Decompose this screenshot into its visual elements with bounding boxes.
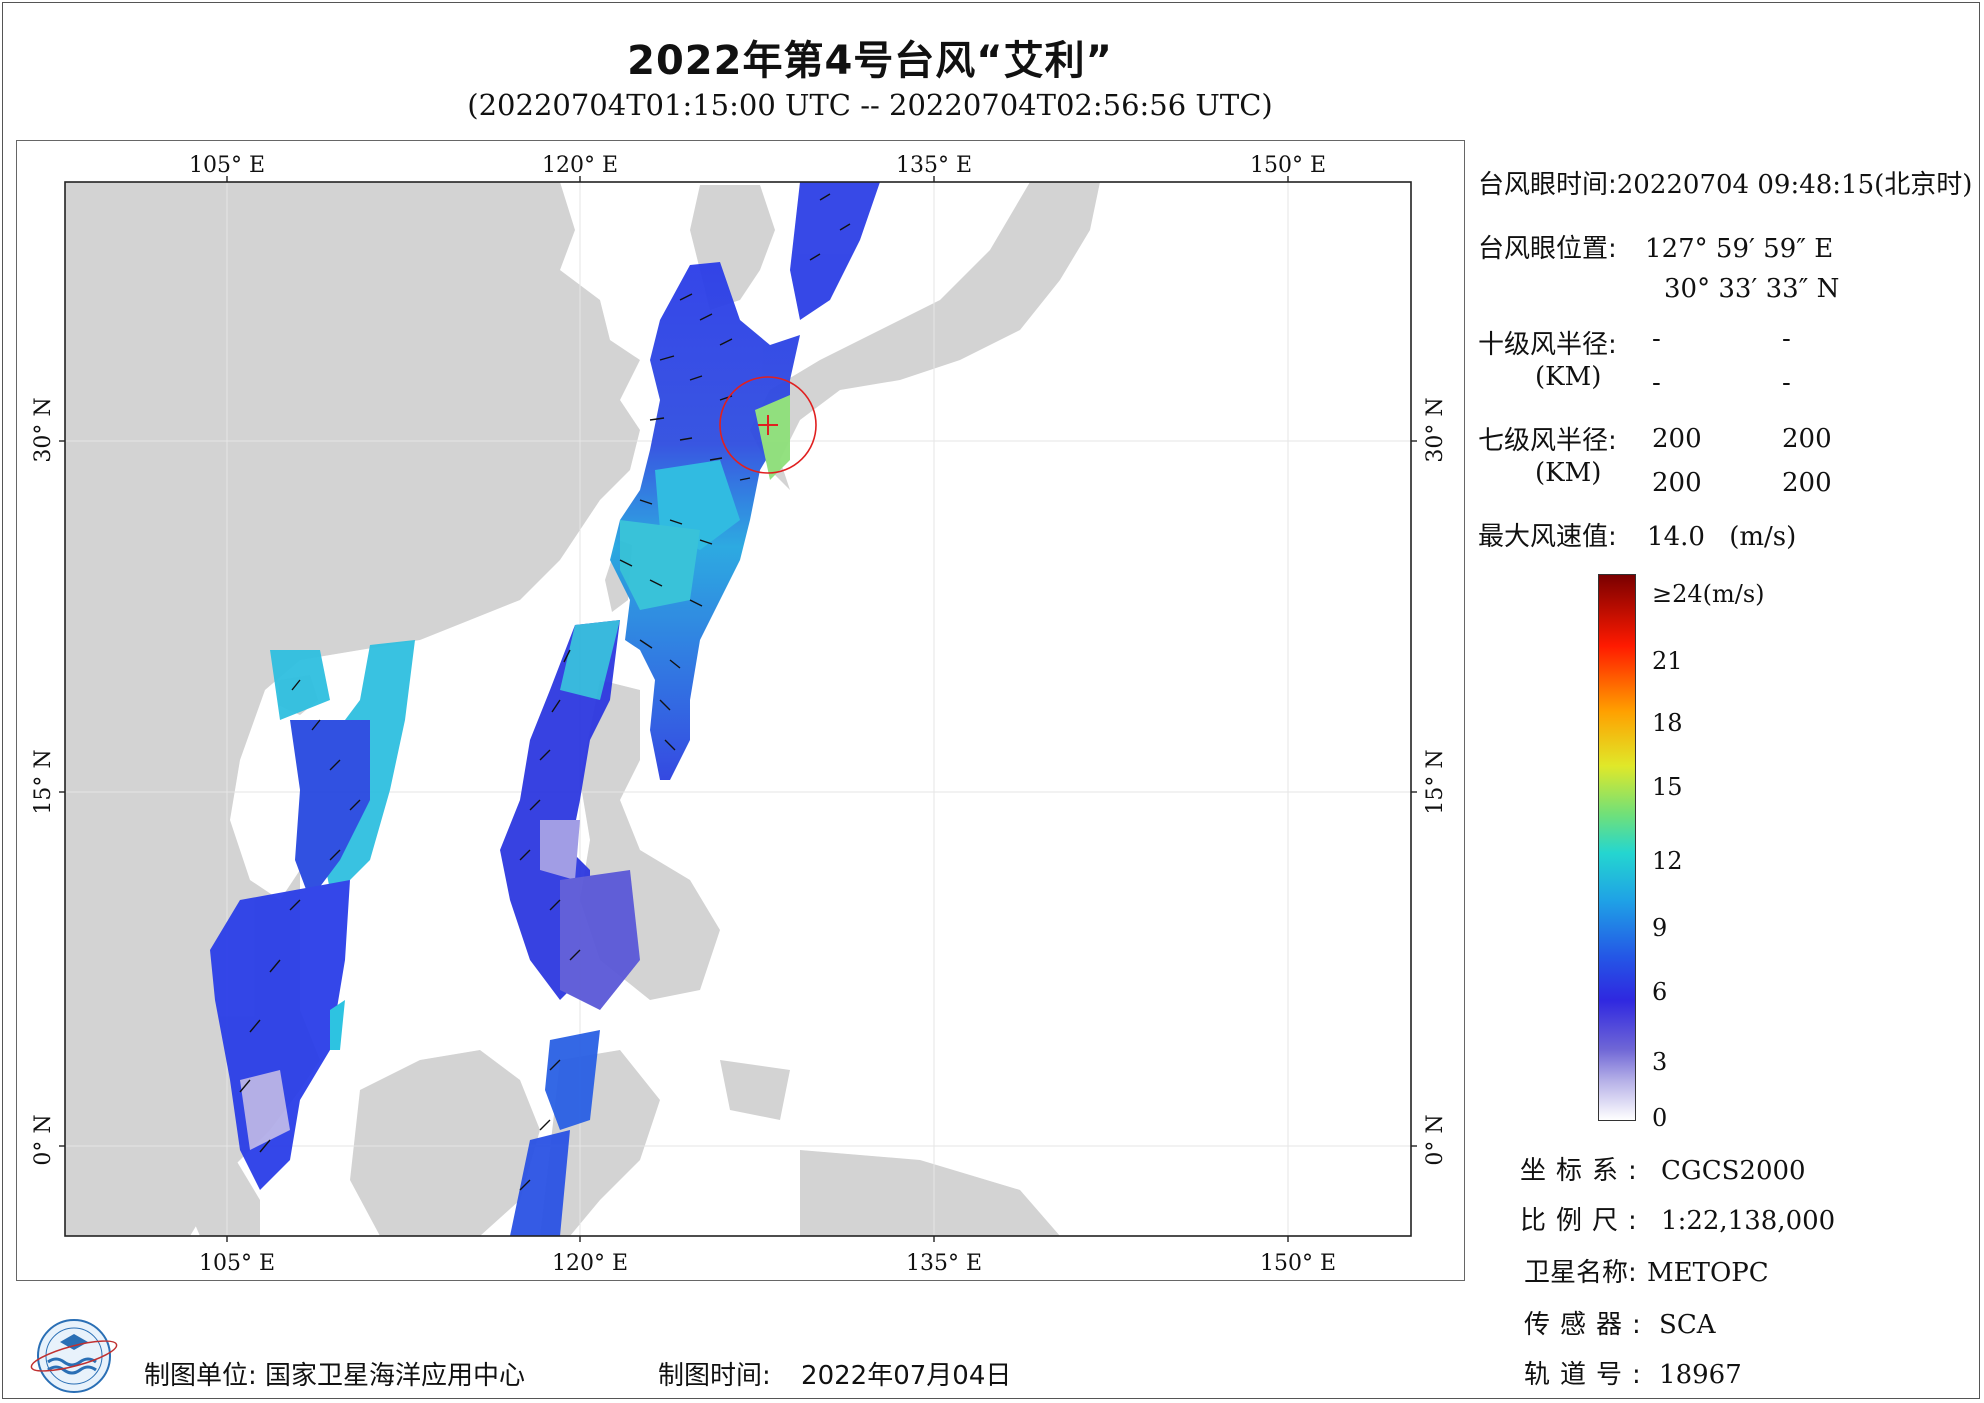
r10-value: - xyxy=(1782,324,1791,354)
satellite-row: 卫星名称: METOPC xyxy=(1524,1252,1769,1289)
legend-tick: 18 xyxy=(1652,709,1683,737)
legend-tick: 15 xyxy=(1652,773,1683,801)
max-wind-value: 14.0 xyxy=(1647,522,1705,552)
eye-latitude: 30° 33′ 33″ N xyxy=(1664,274,1840,304)
lat-label-right: 0° N xyxy=(1423,1114,1448,1165)
lon-label-top: 120° E xyxy=(542,153,618,178)
sensor-label: 传感器: xyxy=(1524,1310,1651,1340)
lat-label-left: 30° N xyxy=(31,397,56,462)
lat-label-right: 15° N xyxy=(1423,749,1448,814)
legend-tick: 9 xyxy=(1652,914,1668,942)
r10-value: - xyxy=(1652,368,1661,398)
wind-swaths xyxy=(210,182,880,1236)
lon-label-bottom: 150° E xyxy=(1260,1251,1336,1276)
wind-speed-colorbar xyxy=(1598,574,1636,1121)
crs-value: CGCS2000 xyxy=(1661,1156,1806,1186)
eye-position-row: 台风眼位置: 127° 59′ 59″ E xyxy=(1478,228,1833,265)
map-date-row: 制图时间: 2022年07月04日 xyxy=(658,1355,1011,1392)
producer-label: 制图单位: xyxy=(144,1361,257,1391)
plot-border xyxy=(64,181,1412,1237)
legend-tick: 0 xyxy=(1652,1104,1668,1132)
map-date-label: 制图时间: xyxy=(658,1361,771,1391)
max-wind-unit: (m/s) xyxy=(1729,522,1797,552)
r10-value: - xyxy=(1782,368,1791,398)
orbit-label: 轨道号: xyxy=(1524,1360,1651,1390)
lon-label-top: 105° E xyxy=(189,153,265,178)
max-wind-row: 最大风速值: 14.0 (m/s) xyxy=(1478,516,1796,553)
typhoon-eye-marker xyxy=(719,376,817,474)
eye-time-value: 20220704 09:48:15(北京时) xyxy=(1616,170,1973,200)
map-frame xyxy=(16,140,1465,1281)
map-title: 2022年第4号台风“艾利” xyxy=(627,38,1113,84)
legend-tick: 12 xyxy=(1652,847,1683,875)
r7-label: 七级风半径: xyxy=(1478,426,1617,456)
lat-label-left: 15° N xyxy=(31,749,56,814)
sensor-row: 传感器: SCA xyxy=(1524,1304,1716,1341)
r7-value: 200 xyxy=(1782,424,1832,454)
map-subtitle: (20220704T01:15:00 UTC -- 20220704T02:56… xyxy=(467,88,1273,122)
lon-label-top: 135° E xyxy=(896,153,972,178)
wind-barbs xyxy=(239,193,851,1191)
eye-longitude: 127° 59′ 59″ E xyxy=(1645,234,1834,264)
r10-label: 十级风半径: xyxy=(1478,330,1617,360)
r7-value: 200 xyxy=(1652,468,1702,498)
r10-value: - xyxy=(1652,324,1661,354)
scale-row: 比例尺: 1:22,138,000 xyxy=(1520,1200,1835,1237)
legend-tick: 21 xyxy=(1652,647,1683,675)
eye-time-row: 台风眼时间:20220704 09:48:15(北京时) xyxy=(1478,164,1972,201)
scale-value: 1:22,138,000 xyxy=(1661,1206,1836,1236)
r10-unit: (KM) xyxy=(1535,362,1602,392)
axis-ticks xyxy=(59,176,1417,1242)
lat-label-left: 0° N xyxy=(31,1114,56,1165)
orbit-value: 18967 xyxy=(1659,1360,1742,1390)
lon-label-bottom: 105° E xyxy=(199,1251,275,1276)
crs-label: 坐标系: xyxy=(1520,1156,1647,1186)
orbit-row: 轨道号: 18967 xyxy=(1524,1354,1742,1391)
map-date-value: 2022年07月04日 xyxy=(801,1361,1012,1391)
r7-value: 200 xyxy=(1782,468,1832,498)
eye-position-label: 台风眼位置: xyxy=(1478,234,1617,264)
scale-label: 比例尺: xyxy=(1520,1206,1647,1236)
legend-tick: ≥24(m/s) xyxy=(1652,580,1765,608)
sensor-value: SCA xyxy=(1659,1310,1716,1340)
producer-row: 制图单位: 国家卫星海洋应用中心 xyxy=(144,1355,525,1392)
eye-time-label: 台风眼时间: xyxy=(1478,170,1617,200)
agency-logo-icon xyxy=(30,1319,118,1393)
producer-value: 国家卫星海洋应用中心 xyxy=(265,1361,526,1391)
lon-label-top: 150° E xyxy=(1250,153,1326,178)
legend-tick: 6 xyxy=(1652,978,1668,1006)
satellite-value: METOPC xyxy=(1647,1258,1769,1288)
r7-value: 200 xyxy=(1652,424,1702,454)
satellite-label: 卫星名称: xyxy=(1524,1258,1637,1288)
max-wind-label: 最大风速值: xyxy=(1478,522,1617,552)
lon-label-bottom: 135° E xyxy=(906,1251,982,1276)
legend-tick: 3 xyxy=(1652,1048,1668,1076)
lat-label-right: 30° N xyxy=(1423,397,1448,462)
r7-unit: (KM) xyxy=(1535,458,1602,488)
lon-label-bottom: 120° E xyxy=(552,1251,628,1276)
crs-row: 坐标系: CGCS2000 xyxy=(1520,1150,1806,1187)
